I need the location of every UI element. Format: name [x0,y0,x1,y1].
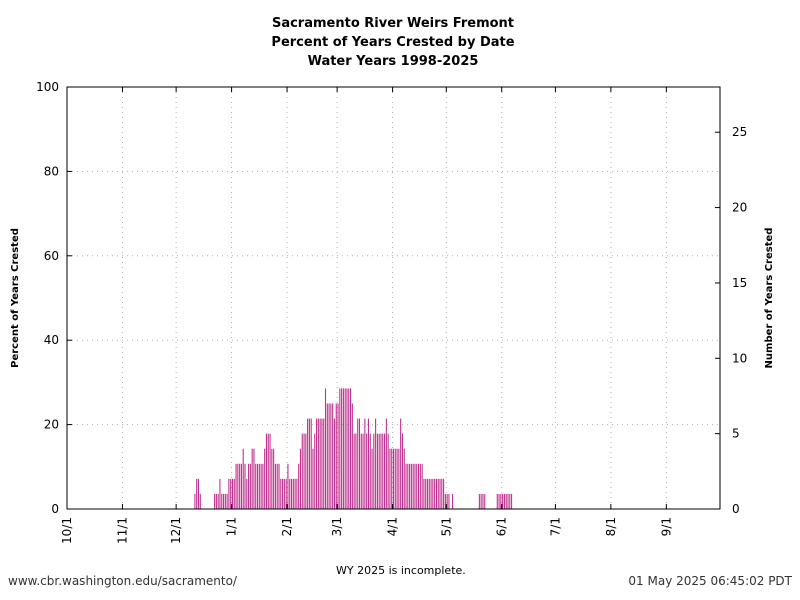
plot-frame [66,86,721,510]
y-axis-label: Percent of Years Crested [10,228,21,368]
x-tick-label: 2/1 [280,517,294,536]
x-tick-label: 12/1 [169,517,183,544]
x-tick-label: 5/1 [439,517,453,536]
x-tick-label: 8/1 [604,517,618,536]
chart-title-line-1: Sacramento River Weirs Fremont [271,16,515,31]
generated-timestamp: 01 May 2025 06:45:02 PDT [628,574,792,588]
left-tick-label: 20 [44,418,59,432]
x-tick-label: 1/1 [225,517,239,536]
left-tick-label: 100 [36,80,59,94]
right-tick-label: 25 [732,125,747,139]
right-tick-label: 15 [732,276,747,290]
right-tick-label: 0 [732,502,740,516]
left-tick-label: 40 [44,333,59,347]
right-tick-label: 20 [732,201,747,215]
x-tick-label: 6/1 [495,517,509,536]
chart-title-line-3: Water Years 1998-2025 [307,54,479,69]
left-tick-label: 0 [51,502,59,516]
y2-axis-label: Number of Years Crested [764,228,775,369]
x-tick-label: 3/1 [330,517,344,536]
right-tick-label: 5 [732,427,740,441]
right-tick-label: 10 [732,351,747,365]
left-tick-label: 80 [44,164,59,178]
x-tick-label: 9/1 [659,517,673,536]
left-tick-label: 60 [44,249,59,263]
source-url[interactable]: www.cbr.washington.edu/sacramento/ [8,574,237,588]
x-tick-label: 10/1 [60,517,74,544]
chart-title-line-2: Percent of Years Crested by Date [271,35,515,50]
x-tick-label: 11/1 [115,517,129,544]
x-tick-label: 4/1 [386,517,400,536]
incomplete-note: WY 2025 is incomplete. [336,564,466,577]
x-tick-label: 7/1 [548,517,562,536]
